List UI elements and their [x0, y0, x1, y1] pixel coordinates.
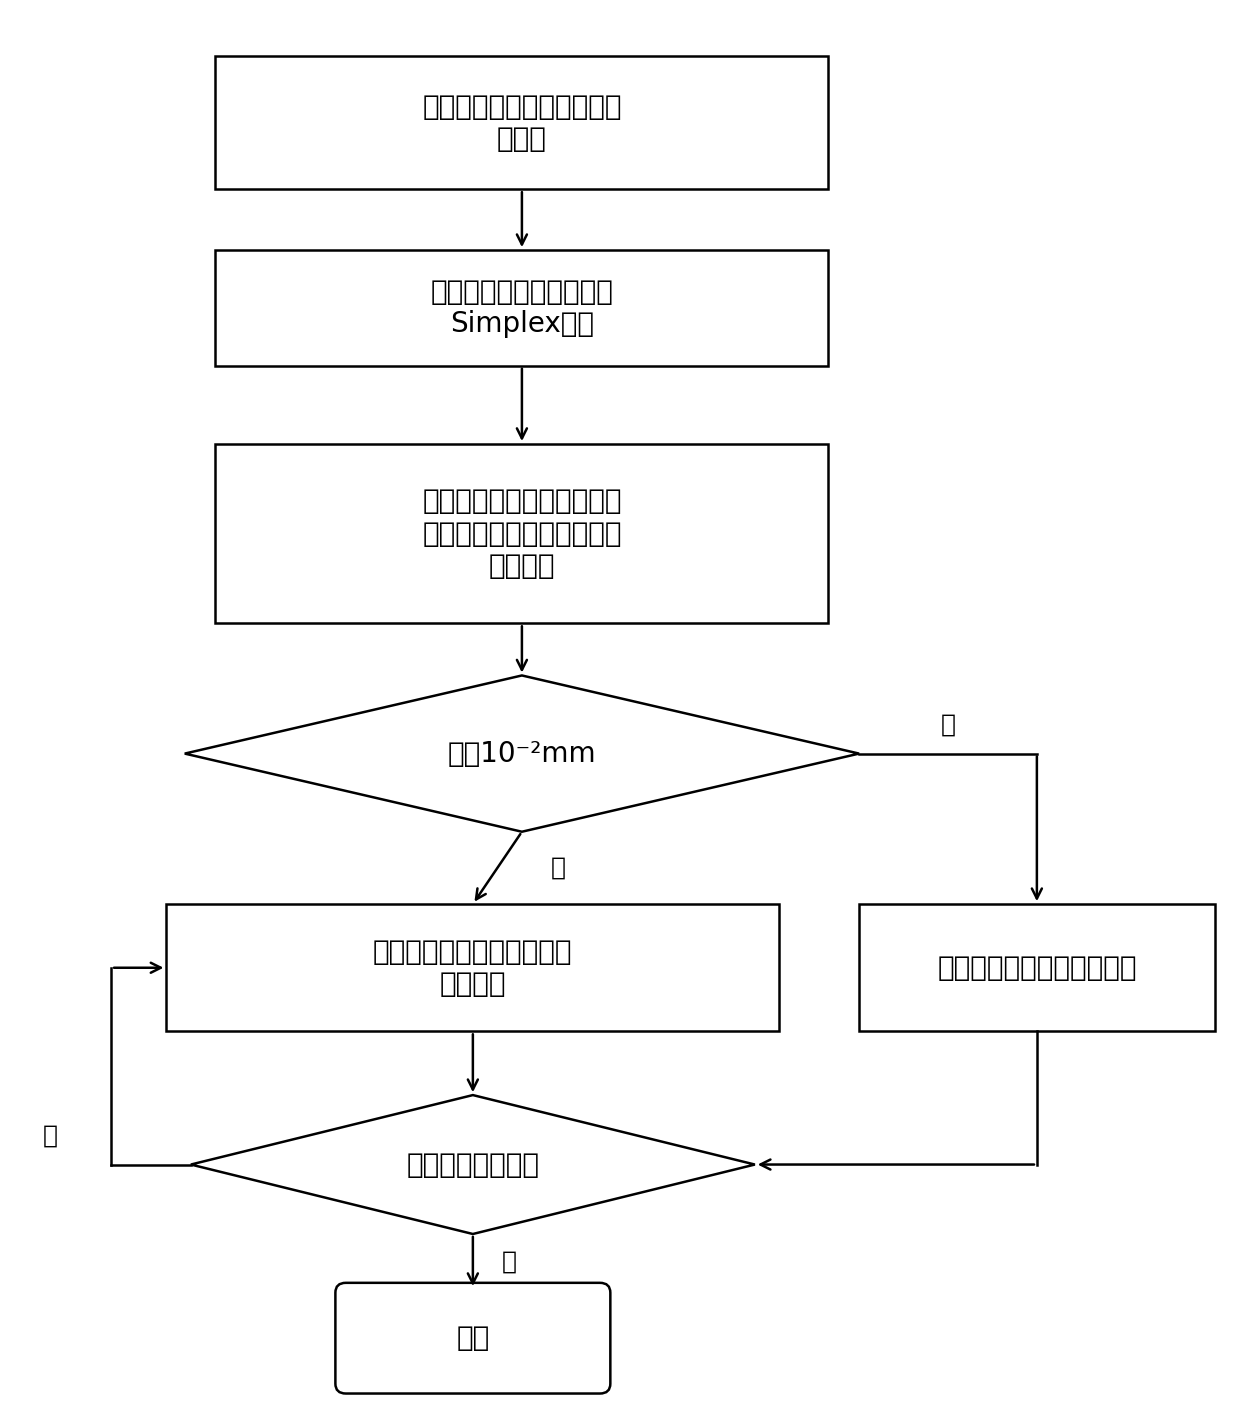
- Text: 计算当前支架点和上一步迭
代之后获得的支架点支架之
间的距离: 计算当前支架点和上一步迭 代之后获得的支架点支架之 间的距离: [422, 487, 621, 579]
- Text: 支架只在内力的作用下运动: 支架只在内力的作用下运动: [937, 954, 1137, 982]
- Text: 否: 否: [42, 1124, 57, 1148]
- Bar: [216, 56, 828, 189]
- Bar: [859, 904, 1215, 1031]
- Text: 内力外力数值相等: 内力外力数值相等: [407, 1150, 539, 1179]
- Bar: [166, 904, 780, 1031]
- FancyBboxPatch shape: [335, 1282, 610, 1393]
- Text: 大于10⁻²mm: 大于10⁻²mm: [448, 739, 596, 767]
- Bar: [216, 443, 828, 623]
- Text: 否: 否: [552, 856, 567, 880]
- Polygon shape: [191, 1096, 755, 1235]
- Text: 支架在内力和外力的共同作
用下运动: 支架在内力和外力的共同作 用下运动: [373, 937, 573, 998]
- Text: 获取模型空间点位置和点相
邻关系: 获取模型空间点位置和点相 邻关系: [422, 93, 621, 153]
- Text: 是: 是: [502, 1250, 517, 1274]
- Polygon shape: [185, 675, 859, 832]
- Text: 是: 是: [940, 713, 956, 737]
- Text: 将三角形面片关系转换为
Simplex网格: 将三角形面片关系转换为 Simplex网格: [430, 278, 614, 338]
- Bar: [216, 250, 828, 366]
- Text: 结束: 结束: [456, 1324, 490, 1352]
